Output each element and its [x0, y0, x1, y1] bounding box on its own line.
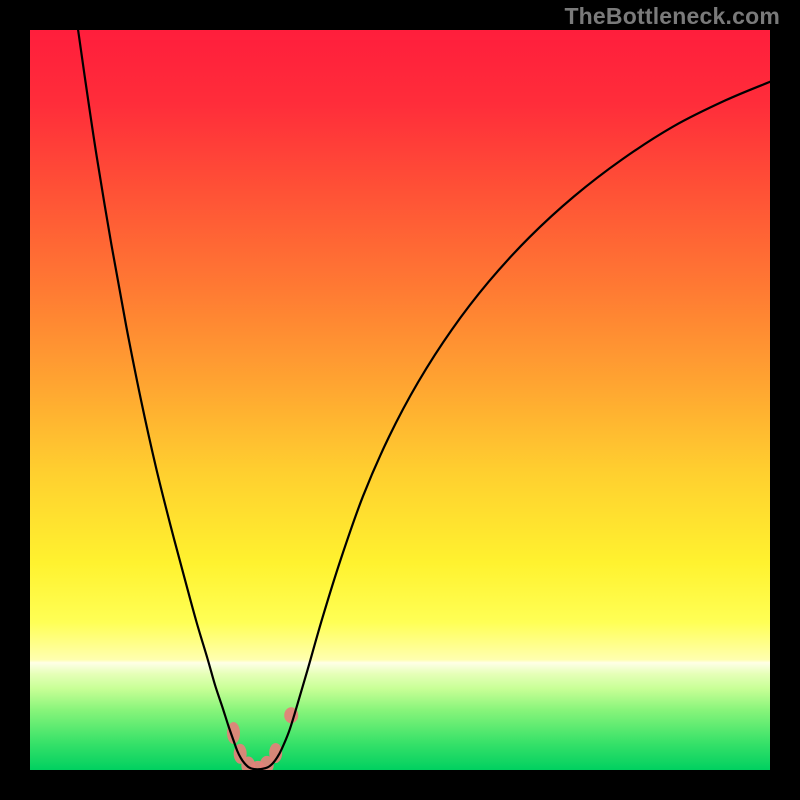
- plot-svg: [30, 30, 770, 770]
- watermark-text: TheBottleneck.com: [564, 3, 780, 30]
- plot-area: [30, 30, 770, 770]
